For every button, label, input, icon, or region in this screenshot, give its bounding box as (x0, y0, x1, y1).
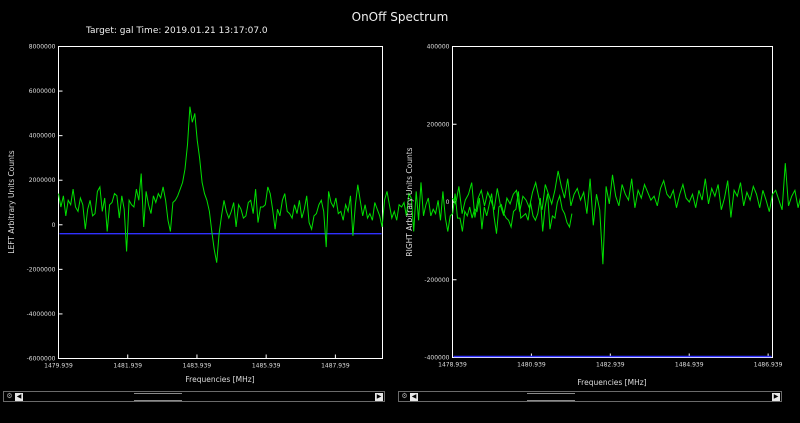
window-title: OnOff Spectrum (351, 10, 449, 24)
x-tick-label: 1481.939 (113, 363, 142, 370)
y-tick-label: -6000000 (27, 356, 56, 363)
y-tick-label: 2000000 (29, 177, 56, 184)
x-tick-label: 1484.939 (675, 362, 704, 369)
target-time-label: Target: gal Time: 2019.01.21 13:17:07.0 (86, 26, 268, 36)
y-tick-label: 8000000 (29, 44, 56, 51)
y-tick-label: 400000 (427, 44, 450, 51)
left-x-axis-label: Frequencies [MHz] (185, 375, 254, 384)
x-tick-label: 1482.939 (596, 362, 625, 369)
x-tick-label: 1480.939 (517, 362, 546, 369)
x-tick-label: 1485.939 (252, 363, 281, 370)
spectrum-series-line (452, 163, 800, 265)
spectrum-series-line (58, 106, 573, 263)
x-tick-label: 1487.939 (321, 363, 350, 370)
y-tick-label: 200000 (427, 121, 450, 128)
y-tick-label: -400000 (424, 355, 449, 362)
right-y-axis-label: RIGHT Arbitrary Units Counts (405, 147, 414, 256)
arrow-right-icon[interactable]: ▶ (375, 393, 383, 401)
right-scrollbar[interactable]: ⚙ ◀ ▶ (398, 391, 782, 402)
x-tick-label: 1483.939 (183, 363, 212, 370)
arrow-left-icon[interactable]: ◀ (15, 393, 23, 401)
gear-icon[interactable]: ⚙ (6, 392, 13, 400)
right-x-axis-label: Frequencies [MHz] (577, 378, 646, 387)
y-tick-label: 0 (446, 199, 450, 206)
y-tick-label: 6000000 (29, 88, 56, 95)
left-plot-frame (58, 46, 383, 359)
arrow-left-icon[interactable]: ◀ (410, 393, 418, 401)
y-tick-label: -2000000 (27, 266, 56, 273)
left-chart: 80000006000000400000020000000-2000000-40… (27, 44, 573, 370)
y-tick-label: -200000 (424, 277, 449, 284)
x-tick-label: 1479.939 (44, 363, 73, 370)
x-tick-label: 1486.939 (754, 362, 783, 369)
left-scrollbar[interactable]: ⚙ ◀ ▶ (3, 391, 385, 402)
left-y-axis-label: LEFT Arbitrary Units Counts (7, 150, 16, 253)
y-tick-label: 0 (52, 222, 56, 229)
arrow-right-icon[interactable]: ▶ (772, 393, 780, 401)
y-tick-label: -4000000 (27, 311, 56, 318)
right-plot-frame (452, 46, 773, 358)
scroll-thumb[interactable] (527, 393, 575, 401)
y-tick-label: 4000000 (29, 133, 56, 140)
scroll-thumb[interactable] (134, 393, 182, 401)
x-tick-label: 1478.939 (438, 362, 467, 369)
gear-icon[interactable]: ⚙ (401, 392, 408, 400)
